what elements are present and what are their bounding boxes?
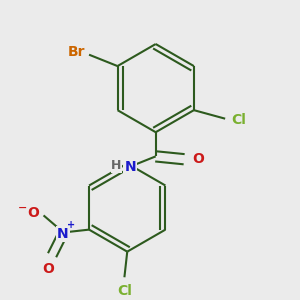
Text: −: − (17, 202, 27, 212)
Text: Br: Br (68, 45, 85, 59)
Text: H: H (111, 159, 122, 172)
Text: O: O (27, 206, 39, 220)
Text: Cl: Cl (231, 113, 246, 127)
Text: N: N (124, 160, 136, 174)
Text: N: N (57, 227, 69, 241)
Text: Cl: Cl (117, 284, 132, 298)
Text: +: + (67, 220, 75, 230)
Text: O: O (42, 262, 54, 276)
Text: O: O (192, 152, 204, 166)
